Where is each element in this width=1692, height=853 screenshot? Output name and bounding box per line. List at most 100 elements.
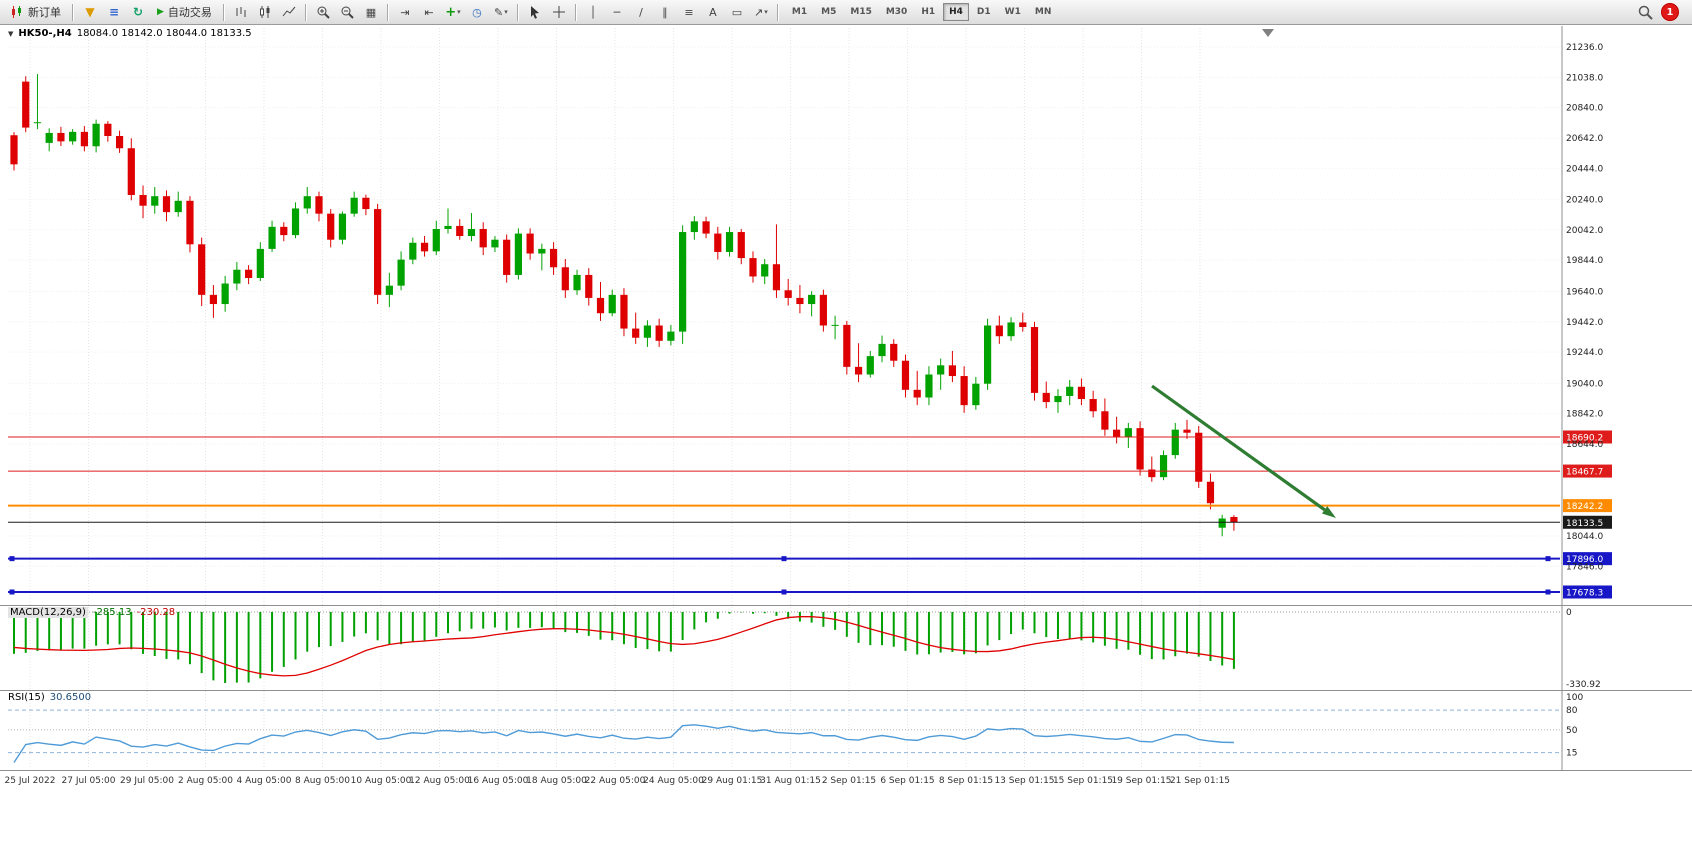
rsi-value: 30.6500 <box>49 692 92 703</box>
date-axis-label: 25 Jul 2022 <box>5 776 56 786</box>
auto-scroll-button[interactable]: ⇥ <box>394 1 416 23</box>
macd-name: MACD(12,26,9) <box>8 607 88 618</box>
templates-button[interactable]: ✎ ▾ <box>490 1 512 23</box>
chart-shift-marker[interactable] <box>1262 29 1274 37</box>
candlestick-series <box>10 73 1238 537</box>
toolbar: 新订单 ▼ ≡ ↻ ▶ 自动交易 <box>0 0 1692 25</box>
trend-arrow[interactable] <box>1151 384 1326 512</box>
separator <box>304 3 307 21</box>
candlestick-chart-button[interactable] <box>254 1 276 23</box>
cursor-button[interactable] <box>524 1 546 23</box>
funnel-button[interactable]: ▼ <box>79 1 101 23</box>
price-axis-label: 19844.0 <box>1566 256 1603 266</box>
bar-chart-button[interactable] <box>230 1 252 23</box>
notification-badge[interactable]: 1 <box>1661 3 1679 21</box>
macd-axis-label: -330.92 <box>1566 680 1601 690</box>
timeframe-button-h1[interactable]: H1 <box>921 7 936 17</box>
zoom-in-button[interactable] <box>312 1 334 23</box>
trendline-icon: / <box>639 5 643 19</box>
timeframe-button-d1[interactable]: D1 <box>976 7 991 17</box>
auto-scroll-icon: ⇥ <box>400 5 410 19</box>
grid <box>8 28 1560 768</box>
date-axis-label: 10 Aug 05:00 <box>351 776 412 786</box>
date-axis-label: 8 Aug 05:00 <box>295 776 350 786</box>
price-axis-label: 18842.0 <box>1566 410 1603 420</box>
period-clock-button[interactable]: ◷ <box>466 1 488 23</box>
macd-signal-value: -230.28 <box>136 607 176 618</box>
price-badge-label: 17896.0 <box>1566 555 1603 565</box>
line-chart-icon <box>282 6 296 17</box>
chart-title: ▼ HK50-,H4 18084.0 18142.0 18044.0 18133… <box>8 28 252 39</box>
date-axis-label: 12 Aug 05:00 <box>409 776 470 786</box>
timeframe-group: M1 M5 M15 M30 H1 H4 D1 W1 MN <box>785 3 1058 21</box>
line-handle[interactable] <box>9 556 15 562</box>
chart-shift-button[interactable]: ⇤ <box>418 1 440 23</box>
price-badge-label: 18242.2 <box>1566 502 1603 512</box>
line-handle[interactable] <box>9 589 15 595</box>
text-tool[interactable]: A <box>702 1 724 23</box>
zoom-out-button[interactable] <box>336 1 358 23</box>
timeframe-button-w1[interactable]: W1 <box>1004 7 1021 17</box>
new-order-button[interactable]: 新订单 <box>4 1 67 23</box>
date-axis-label: 19 Sep 01:15 <box>1111 776 1171 786</box>
search-icon[interactable] <box>1638 5 1653 20</box>
clock-icon: ◷ <box>472 5 482 19</box>
zoom-out-icon <box>341 6 354 19</box>
profiles-button[interactable]: ≡ <box>103 1 125 23</box>
line-handle[interactable] <box>1545 589 1551 595</box>
arrows-tool[interactable]: ↗ ▾ <box>750 1 772 23</box>
vertical-line-icon: │ <box>589 5 597 19</box>
price-axis-label: 19640.0 <box>1566 287 1603 297</box>
date-axis-label: 2 Aug 05:00 <box>178 776 233 786</box>
line-handle[interactable] <box>1545 556 1551 562</box>
price-badge-label: 18467.7 <box>1566 468 1603 478</box>
tile-windows-icon: ▦ <box>365 5 377 19</box>
line-chart-button[interactable] <box>278 1 300 23</box>
price-badge-label: 18133.5 <box>1566 519 1603 529</box>
price-badge-label: 18690.2 <box>1566 433 1603 443</box>
chevron-down-icon: ▾ <box>504 8 508 16</box>
trendline-tool[interactable]: / <box>630 1 652 23</box>
timeframe-button-m30[interactable]: M30 <box>885 7 908 17</box>
price-axis-label: 20840.0 <box>1566 104 1603 114</box>
collapse-panel-icon[interactable]: ▼ <box>8 29 14 38</box>
macd-histogram <box>13 612 1235 683</box>
new-order-label: 新订单 <box>28 6 61 19</box>
price-axis-label: 21236.0 <box>1566 43 1603 53</box>
indicators-button[interactable]: + ▾ <box>442 1 464 23</box>
line-handle[interactable] <box>781 556 787 562</box>
date-axis-label: 24 Aug 05:00 <box>643 776 704 786</box>
timeframe-button-m15[interactable]: M15 <box>850 7 872 17</box>
fibonacci-tool[interactable]: ≡ <box>678 1 700 23</box>
fibonacci-icon: ≡ <box>684 5 694 19</box>
profiles-icon: ≡ <box>108 5 120 19</box>
date-axis-label: 4 Aug 05:00 <box>237 776 292 786</box>
price-badge <box>1563 552 1612 566</box>
refresh-button[interactable]: ↻ <box>127 1 149 23</box>
text-label-tool[interactable]: ▭ <box>726 1 748 23</box>
date-axis-label: 18 Aug 05:00 <box>526 776 587 786</box>
horizontal-line-tool[interactable]: ─ <box>606 1 628 23</box>
date-axis-label: 29 Aug 01:15 <box>702 776 763 786</box>
vertical-line-tool[interactable]: │ <box>582 1 604 23</box>
timeframe-button-m5[interactable]: M5 <box>821 7 837 17</box>
timeframe-button-m1[interactable]: M1 <box>791 7 808 17</box>
separator <box>574 3 577 21</box>
line-handle[interactable] <box>781 589 787 595</box>
chart-shift-icon: ⇤ <box>424 5 434 19</box>
date-axis-label: 31 Aug 01:15 <box>760 776 821 786</box>
price-axis-label: 20240.0 <box>1566 196 1603 206</box>
price-badge <box>1563 499 1612 513</box>
tile-windows-button[interactable]: ▦ <box>360 1 382 23</box>
price-axis-label: 18644.0 <box>1566 440 1603 450</box>
auto-trading-button[interactable]: ▶ 自动交易 <box>151 1 218 23</box>
timeframe-button-mn[interactable]: MN <box>1034 7 1052 17</box>
channel-tool[interactable]: ∥ <box>654 1 676 23</box>
price-badge-label: 17678.3 <box>1566 588 1603 598</box>
rsi-axis-label: 80 <box>1566 706 1578 716</box>
timeframe-button-h4[interactable]: H4 <box>943 3 969 21</box>
date-axis-label: 21 Sep 01:15 <box>1170 776 1230 786</box>
template-pencil-icon: ✎ <box>494 5 504 19</box>
crosshair-button[interactable] <box>548 1 570 23</box>
